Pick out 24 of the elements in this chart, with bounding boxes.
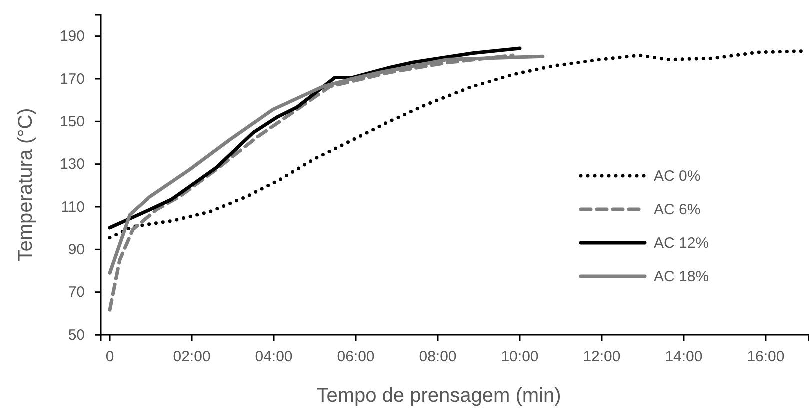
x-axis-title: Tempo de prensagem (min) [316,385,562,407]
y-tick-label: 190 [60,28,85,46]
x-tick-label: 06:00 [337,348,375,366]
y-tick-label: 150 [60,113,85,130]
x-tick-label: 02:00 [173,348,211,366]
line-series [108,46,522,230]
legend-label: AC 6% [654,202,701,218]
y-tick-label: 130 [60,156,85,174]
x-tick-label: 0 [106,348,114,366]
y-tick-label: 50 [68,326,85,344]
y-tick-label: 170 [60,70,85,88]
y-tick-label: 110 [61,198,85,216]
x-tick-label: 04:00 [255,348,293,366]
x-tick-label: 12:00 [583,348,621,366]
x-tick-label: 08:00 [419,348,457,366]
y-tick-label: 70 [68,284,85,302]
x-tick-label: 10:00 [501,348,539,366]
legend-label: AC 12% [654,235,710,252]
x-tick-label: 14:00 [665,348,703,366]
legend-label: AC 18% [654,268,710,286]
legend-label: AC 0% [654,168,701,185]
y-axis-title: Temperatura (°C) [15,108,37,262]
x-tick-label: 16:00 [747,348,785,366]
y-tick-label: 90 [68,241,85,258]
